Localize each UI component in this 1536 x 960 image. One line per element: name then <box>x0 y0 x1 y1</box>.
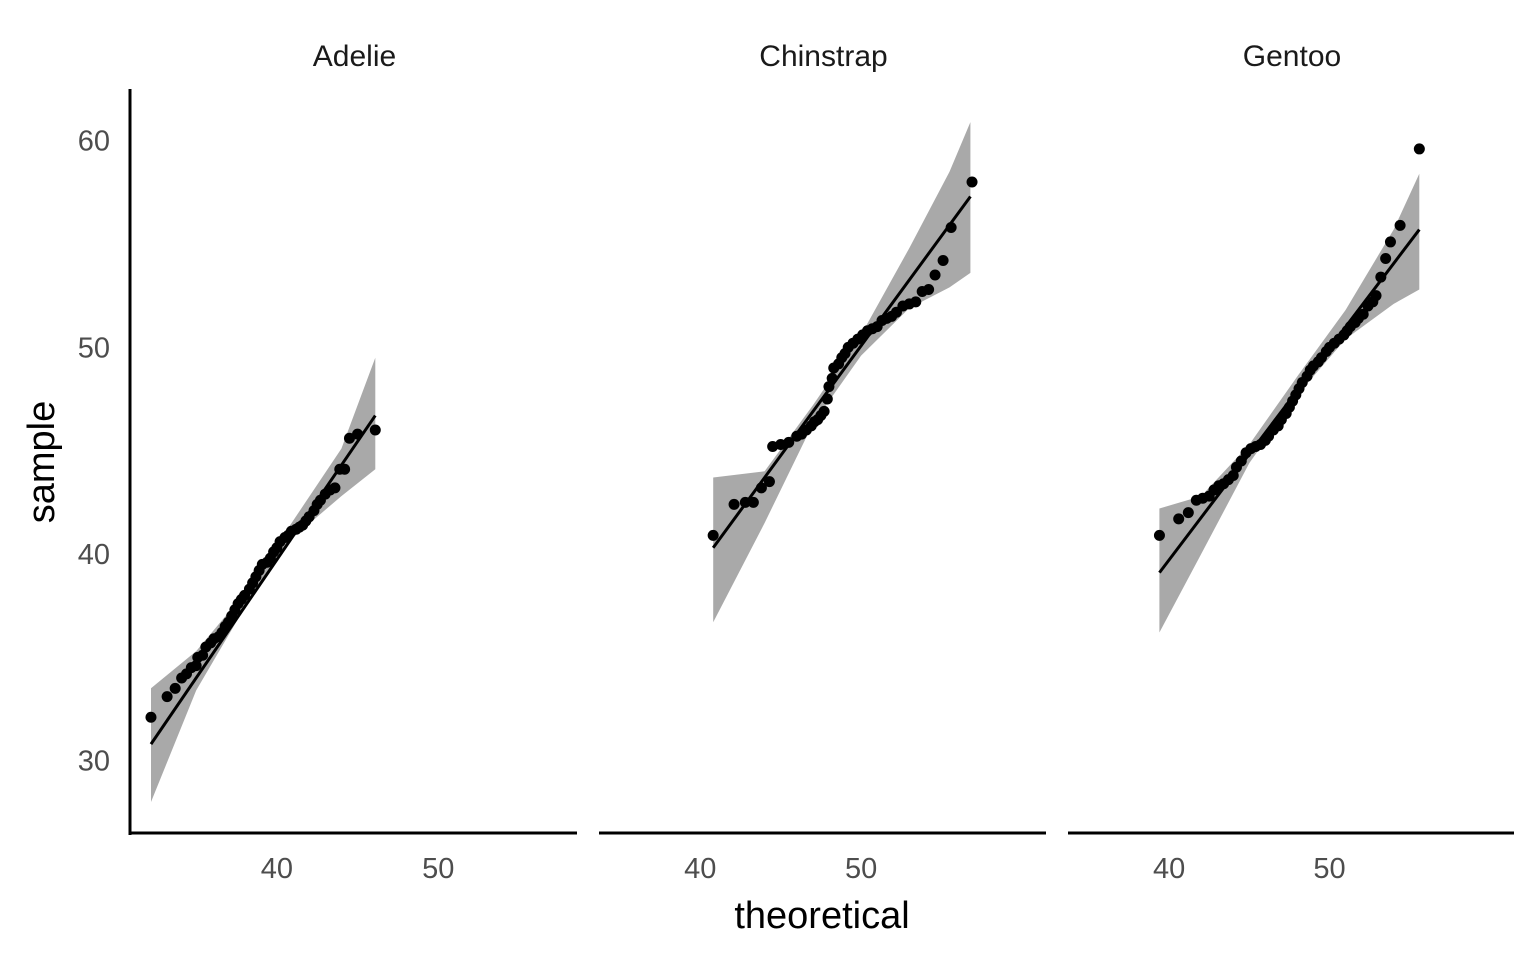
x-tick-label: 40 <box>684 853 716 885</box>
data-point <box>1370 290 1382 302</box>
data-point <box>937 255 949 267</box>
data-point <box>818 405 830 417</box>
x-tick-label: 40 <box>1153 853 1185 885</box>
y-tick-label: 60 <box>78 126 110 158</box>
data-point <box>1173 513 1185 525</box>
data-point <box>329 482 341 494</box>
x-tick-label: 50 <box>1313 853 1345 885</box>
data-point <box>369 424 381 436</box>
data-point <box>1413 143 1425 155</box>
data-point <box>1235 455 1247 467</box>
data-point <box>1394 219 1406 231</box>
facet-panels: 40 50 Adelie 40 50 Chinstrap 40 50 Gentoo <box>130 40 1514 885</box>
data-point <box>728 498 740 510</box>
y-axis-title: sample <box>21 401 63 524</box>
data-point <box>823 381 835 393</box>
data-point <box>747 496 759 508</box>
x-tick-label: 50 <box>845 853 877 885</box>
y-axis: 30 40 50 60 <box>78 89 132 835</box>
data-point <box>169 682 181 694</box>
data-point <box>945 221 957 233</box>
facet-strip-label: Chinstrap <box>759 40 887 73</box>
y-tick-label: 50 <box>78 332 110 364</box>
data-point <box>1182 507 1194 519</box>
facet-strip-label: Adelie <box>313 40 396 73</box>
data-point <box>1357 308 1369 320</box>
data-point <box>352 428 364 440</box>
y-tick-labels: 30 40 50 60 <box>78 126 110 778</box>
y-tick-label: 30 <box>78 746 110 778</box>
facet-panel-gentoo: 40 50 Gentoo <box>1068 40 1514 885</box>
x-tick-label: 50 <box>422 853 454 885</box>
data-point <box>161 691 173 703</box>
data-point <box>755 482 767 494</box>
data-point <box>783 436 795 448</box>
facet-strip-label: Gentoo <box>1243 40 1341 73</box>
data-point <box>707 529 719 541</box>
data-point <box>339 463 351 475</box>
data-point <box>826 372 838 384</box>
y-tick-label: 40 <box>78 539 110 571</box>
data-point <box>190 660 202 672</box>
data-point <box>1375 271 1387 283</box>
data-point <box>763 476 775 488</box>
reference-line <box>711 195 972 549</box>
x-axis-title: theoretical <box>734 895 909 937</box>
data-point <box>1384 236 1396 248</box>
data-point <box>145 711 157 723</box>
data-point <box>966 176 978 188</box>
data-point <box>910 296 922 308</box>
data-point <box>1153 529 1165 541</box>
data-point <box>1380 252 1392 264</box>
data-point <box>923 283 935 295</box>
facet-panel-chinstrap: 40 50 Chinstrap <box>599 40 1046 885</box>
data-point <box>1227 469 1239 481</box>
facet-panel-adelie: 40 50 Adelie <box>130 40 577 885</box>
data-point <box>197 649 209 661</box>
x-tick-label: 40 <box>261 853 293 885</box>
data-point <box>929 269 941 281</box>
data-point <box>739 496 751 508</box>
data-point <box>821 393 833 405</box>
